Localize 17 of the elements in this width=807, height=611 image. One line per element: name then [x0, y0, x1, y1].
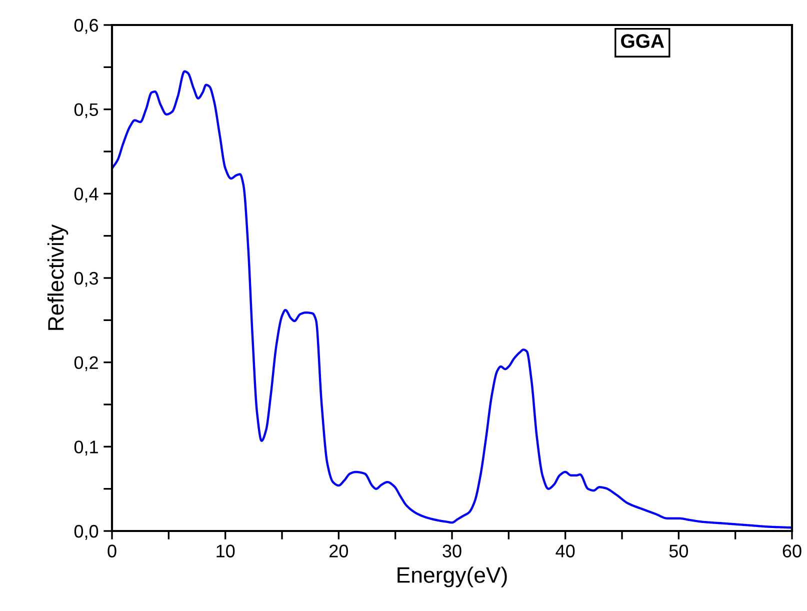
annotation: GGA — [621, 34, 664, 48]
x-tick-label: 0 — [108, 544, 116, 558]
x-axis-title: Energy(eV) — [398, 566, 507, 588]
x-tick-label: 40 — [556, 544, 575, 558]
y-tick-label: 0,1 — [74, 440, 98, 456]
y-tick-label: 0,4 — [74, 188, 98, 203]
x-tick-label: 50 — [669, 544, 688, 558]
y-tick-label: 0,2 — [74, 356, 98, 372]
y-tick-label: 0,3 — [74, 272, 98, 287]
x-tick-label: 20 — [330, 544, 348, 558]
x-tick-label: 30 — [442, 544, 462, 558]
x-tick-label: 10 — [216, 544, 235, 558]
y-axis-title: Reflectivity — [47, 224, 68, 330]
y-tick-label: 0,5 — [74, 103, 98, 118]
y-tick-label: 0,6 — [74, 18, 98, 34]
x-tick-label: 60 — [782, 544, 802, 558]
y-tick-label: 0,0 — [74, 524, 98, 540]
